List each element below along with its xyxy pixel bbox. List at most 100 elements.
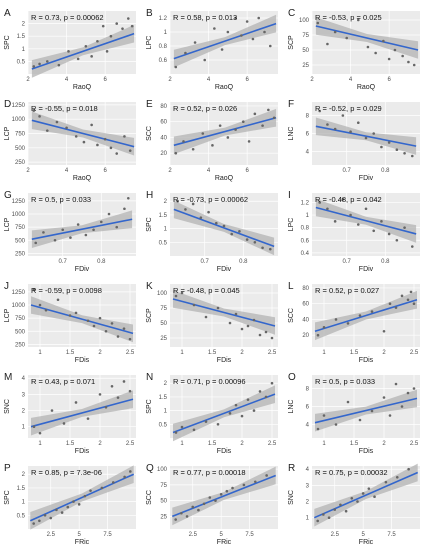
data-point bbox=[388, 414, 392, 417]
y-axis-label: LNC bbox=[288, 399, 295, 413]
data-point bbox=[241, 120, 245, 123]
y-tick-label: 100 bbox=[157, 467, 168, 473]
data-point bbox=[242, 483, 246, 487]
data-point bbox=[261, 246, 264, 250]
x-tick-label: 4 bbox=[207, 168, 211, 174]
data-point bbox=[387, 141, 391, 144]
data-point bbox=[203, 58, 207, 62]
data-point bbox=[322, 326, 326, 329]
data-point bbox=[253, 112, 257, 116]
data-point bbox=[104, 329, 108, 333]
y-tick-label: 1.2 bbox=[301, 200, 310, 206]
data-point bbox=[253, 480, 257, 484]
data-point bbox=[216, 306, 220, 310]
x-tick-label: 2 bbox=[26, 168, 30, 174]
data-point bbox=[128, 389, 132, 393]
correlation-label: R = 0.73, p = 0.00062 bbox=[31, 13, 104, 22]
y-tick-label: 100 bbox=[299, 18, 310, 24]
x-axis-label: RaoQ bbox=[73, 175, 92, 182]
data-point bbox=[38, 431, 42, 435]
x-tick-label: 6 bbox=[103, 168, 107, 174]
data-point bbox=[272, 116, 276, 120]
data-point bbox=[100, 486, 104, 490]
regression-line bbox=[31, 119, 135, 148]
panel-letter: G bbox=[4, 190, 12, 201]
data-point bbox=[350, 497, 354, 500]
data-point bbox=[334, 423, 338, 426]
panel-J: J 250 500 750 1000 1250 1 1.5 2 2.5 R = -0.59, p =… bbox=[4, 281, 136, 364]
x-tick-label: 1.5 bbox=[66, 441, 75, 447]
panel-P: P 0.5 1 1.5 2 2.5 5 7.5 R = 0.85, p = 7.3e-06 FRi… bbox=[4, 463, 136, 546]
panel-C: C 25 50 75 100 2 4 6 R = -0.53, p = 0.025 RaoQ SCP bbox=[288, 8, 420, 91]
data-point bbox=[191, 202, 195, 206]
data-point bbox=[86, 417, 90, 420]
panel-letter: M bbox=[4, 372, 12, 383]
data-point bbox=[174, 294, 178, 298]
data-point bbox=[247, 140, 251, 143]
y-tick-label: 8 bbox=[306, 114, 310, 120]
data-point bbox=[123, 207, 126, 211]
x-tick-label: 2.5 bbox=[189, 532, 198, 538]
x-tick-label: 6 bbox=[245, 77, 249, 83]
data-point bbox=[68, 314, 72, 317]
data-point bbox=[76, 57, 80, 61]
data-point bbox=[333, 127, 337, 131]
y-axis-label: SPC bbox=[4, 35, 11, 49]
correlation-label: R = -0.52, p = 0.029 bbox=[315, 104, 382, 113]
panel-M: M 1 2 3 4 1 1.5 2 2.5 R = 0.43, p = 0.071 FDis SNC bbox=[4, 372, 136, 455]
x-tick-label: 7.5 bbox=[103, 532, 112, 538]
y-tick-label: 25 bbox=[302, 63, 309, 69]
data-point bbox=[44, 308, 48, 312]
y-tick-label: 4 bbox=[306, 423, 310, 429]
y-tick-label: 2 bbox=[164, 381, 168, 387]
data-point bbox=[339, 503, 342, 507]
y-tick-label: 0.5 bbox=[17, 513, 26, 519]
data-point bbox=[228, 321, 232, 325]
x-tick-label: 2 bbox=[168, 77, 172, 83]
y-tick-label: 2 bbox=[22, 22, 26, 28]
data-point bbox=[265, 474, 268, 477]
x-tick-label: 1 bbox=[38, 441, 42, 447]
y-axis-label: LCP bbox=[4, 217, 11, 231]
correlation-label: R = 0.5, p = 0.033 bbox=[31, 195, 91, 204]
data-point bbox=[193, 41, 197, 44]
data-point bbox=[218, 124, 222, 127]
x-tick-label: 5 bbox=[77, 532, 81, 538]
x-tick-label: 1.5 bbox=[350, 350, 359, 356]
y-tick-label: 2 bbox=[164, 199, 168, 205]
data-point bbox=[252, 409, 256, 412]
data-point bbox=[201, 132, 205, 135]
panel-letter: N bbox=[146, 372, 153, 383]
data-point bbox=[122, 380, 126, 383]
x-tick-label: 1 bbox=[322, 350, 326, 356]
x-tick-label: 0.8 bbox=[97, 259, 106, 265]
y-tick-label: 0.5 bbox=[17, 59, 26, 65]
y-tick-label: 1.5 bbox=[159, 213, 168, 219]
data-point bbox=[49, 516, 53, 520]
data-point bbox=[410, 154, 414, 158]
data-point bbox=[56, 298, 60, 302]
data-point bbox=[257, 16, 261, 20]
x-axis-label: RaoQ bbox=[215, 84, 234, 91]
data-point bbox=[251, 37, 255, 41]
data-point bbox=[401, 54, 404, 58]
correlation-label: R = 0.52, p = 0.027 bbox=[315, 286, 379, 295]
x-tick-label: 0.7 bbox=[343, 259, 352, 265]
y-tick-label: 80 bbox=[302, 286, 309, 292]
data-point bbox=[400, 405, 404, 408]
correlation-label: R = -0.73, p = 0.00062 bbox=[173, 195, 248, 204]
data-point bbox=[174, 431, 178, 434]
y-tick-label: 100 bbox=[157, 291, 168, 297]
y-axis-label: SPC bbox=[146, 399, 153, 413]
regression-line bbox=[173, 22, 277, 60]
y-tick-label: 250 bbox=[15, 251, 26, 257]
x-tick-label: 1.5 bbox=[66, 350, 75, 356]
data-point bbox=[107, 212, 111, 216]
data-point bbox=[82, 140, 86, 144]
data-point bbox=[318, 109, 322, 113]
y-tick-label: 6 bbox=[306, 132, 310, 138]
data-point bbox=[191, 147, 195, 151]
y-tick-label: 500 bbox=[15, 238, 26, 244]
data-point bbox=[180, 425, 184, 429]
data-point bbox=[341, 198, 345, 201]
